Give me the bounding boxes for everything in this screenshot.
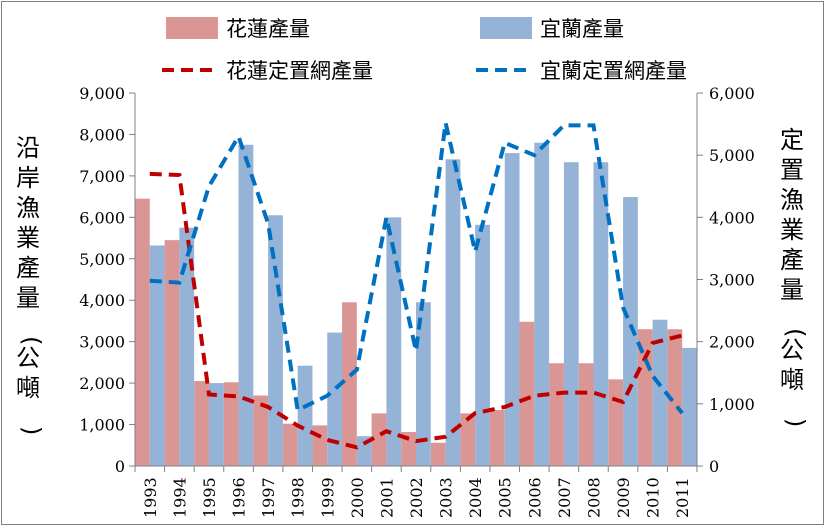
x-tick-label: 2006 <box>525 477 544 518</box>
right-tick-label: 5,000 <box>709 146 755 165</box>
left-tick-label: 9,000 <box>79 84 125 103</box>
x-tick-label: 2009 <box>614 477 633 518</box>
legend-label-1: 宜蘭產量 <box>540 17 624 41</box>
bar-hualien-1994 <box>164 240 180 466</box>
right-tick-label: 0 <box>709 457 719 476</box>
x-tick-label: 2005 <box>496 477 515 518</box>
bar-hualien-2008 <box>578 363 594 466</box>
left-tick-label: 7,000 <box>79 167 125 186</box>
bar-yilan-1994 <box>179 227 195 466</box>
x-tick-label: 1997 <box>259 477 278 518</box>
bar-hualien-2001 <box>371 413 387 466</box>
x-tick-label: 2007 <box>555 477 574 518</box>
legend-swatch-1 <box>480 17 532 39</box>
right-axis-title: 定置漁業產量(公噸) <box>780 126 809 427</box>
legend-label-2: 花蓮定置網產量 <box>226 59 373 83</box>
bar-yilan-2001 <box>386 217 402 466</box>
right-tick-label: 2,000 <box>709 333 755 352</box>
bar-yilan-2000 <box>356 436 372 466</box>
left-tick-label: 2,000 <box>79 374 125 393</box>
lines-layer <box>149 122 684 450</box>
axis-titles: 沿岸漁業產量(公噸) 定置漁業產量(公噸) <box>16 126 809 435</box>
bar-hualien-2002 <box>401 432 416 466</box>
left-axis-title: 沿岸漁業產量(公噸) <box>16 134 45 435</box>
x-tick-label: 2004 <box>466 477 485 518</box>
x-tick-label: 2001 <box>377 477 396 518</box>
bar-hualien-2004 <box>460 413 476 466</box>
bar-yilan-1997 <box>268 215 283 466</box>
left-tick-label: 4,000 <box>79 291 125 310</box>
legend-swatch-0 <box>166 17 218 39</box>
x-tick-label: 2010 <box>644 477 663 518</box>
x-tick-label: 2000 <box>348 477 367 518</box>
right-tick-label: 4,000 <box>709 208 755 227</box>
bar-hualien-2000 <box>342 302 357 466</box>
legend-label-0: 花蓮產量 <box>226 17 310 41</box>
bar-yilan-2007 <box>563 162 579 466</box>
bar-yilan-1999 <box>327 332 343 466</box>
x-tick-label: 1995 <box>200 477 219 518</box>
bar-hualien-2006 <box>519 321 535 466</box>
bar-hualien-1993 <box>135 198 150 466</box>
x-tick-label: 2011 <box>673 477 692 518</box>
bar-hualien-1995 <box>194 381 209 466</box>
bar-yilan-2010 <box>652 319 668 466</box>
bar-yilan-2008 <box>593 162 609 466</box>
right-tick-label: 1,000 <box>709 395 755 414</box>
line-hualien-setnet <box>149 171 683 450</box>
bar-yilan-2009 <box>623 197 638 466</box>
bar-yilan-2002 <box>416 302 431 466</box>
bar-yilan-2006 <box>534 142 550 467</box>
bars-layer <box>135 142 697 467</box>
bar-yilan-1993 <box>149 245 165 466</box>
bar-yilan-1995 <box>208 383 224 466</box>
bar-yilan-2004 <box>475 224 490 466</box>
left-tick-label: 3,000 <box>79 333 125 352</box>
bar-yilan-2005 <box>504 153 520 466</box>
line-yilan-setnet <box>149 122 684 415</box>
bar-yilan-1996 <box>238 144 254 466</box>
left-tick-label: 6,000 <box>79 208 125 227</box>
left-tick-label: 5,000 <box>79 250 125 269</box>
bar-hualien-2011 <box>667 329 683 466</box>
left-tick-label: 8,000 <box>79 125 125 144</box>
left-tick-label: 1,000 <box>79 416 125 435</box>
legend-label-3: 宜蘭定置網產量 <box>540 59 687 83</box>
left-tick-label: 0 <box>115 457 125 476</box>
bar-hualien-1998 <box>282 423 298 466</box>
x-tick-label: 2002 <box>407 477 426 518</box>
x-tick-label: 1994 <box>170 477 189 518</box>
x-tick-label: 1998 <box>289 477 308 518</box>
right-tick-label: 3,000 <box>709 271 755 290</box>
right-tick-label: 6,000 <box>709 84 755 103</box>
bar-yilan-2003 <box>445 159 461 466</box>
bar-yilan-2011 <box>682 347 697 466</box>
x-tick-label: 1996 <box>230 477 249 518</box>
x-tick-label: 2008 <box>584 477 603 518</box>
x-tick-label: 1993 <box>141 477 160 518</box>
axes-layer: 0 1,000 2,000 3,000 4,000 5,000 6,000 7,000 8,00… <box>79 84 755 518</box>
bar-hualien-2007 <box>549 363 564 466</box>
bar-hualien-2005 <box>489 410 505 466</box>
x-tick-label: 2003 <box>437 477 456 518</box>
bar-hualien-2003 <box>430 442 446 466</box>
bar-hualien-1997 <box>253 395 269 466</box>
bar-yilan-1998 <box>297 365 313 466</box>
bar-hualien-1996 <box>223 382 239 466</box>
x-tick-label: 1999 <box>318 477 337 518</box>
